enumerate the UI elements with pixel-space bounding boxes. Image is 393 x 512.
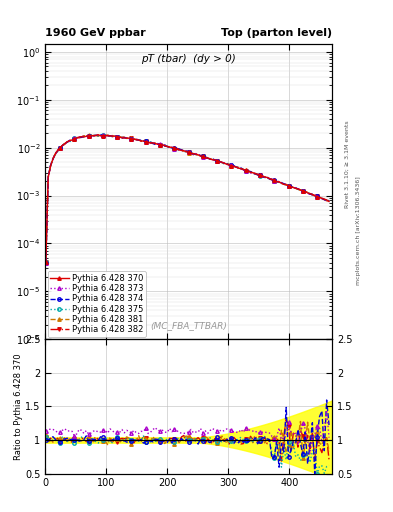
Legend: Pythia 6.428 370, Pythia 6.428 373, Pythia 6.428 374, Pythia 6.428 375, Pythia 6: Pythia 6.428 370, Pythia 6.428 373, Pyth… — [48, 271, 146, 337]
Text: Top (parton level): Top (parton level) — [221, 28, 332, 38]
Text: pT (tbar)  (dy > 0): pT (tbar) (dy > 0) — [141, 54, 236, 64]
Y-axis label: Ratio to Pythia 6.428 370: Ratio to Pythia 6.428 370 — [15, 353, 24, 460]
Text: mcplots.cern.ch [arXiv:1306.3436]: mcplots.cern.ch [arXiv:1306.3436] — [356, 176, 362, 285]
Text: Rivet 3.1.10; ≥ 3.1M events: Rivet 3.1.10; ≥ 3.1M events — [345, 120, 350, 208]
Text: 1960 GeV ppbar: 1960 GeV ppbar — [45, 28, 146, 38]
Text: (MC_FBA_TTBAR): (MC_FBA_TTBAR) — [150, 322, 227, 330]
